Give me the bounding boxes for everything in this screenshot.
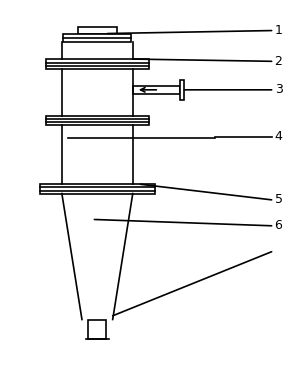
Text: 2: 2	[275, 55, 282, 68]
Bar	[46, 59, 149, 70]
Text: 4: 4	[275, 130, 282, 143]
Text: 6: 6	[275, 219, 282, 232]
Bar	[63, 33, 131, 42]
Bar	[180, 80, 185, 100]
Bar	[40, 184, 155, 194]
Text: 3: 3	[275, 83, 282, 96]
Bar	[88, 320, 106, 339]
Text: 1: 1	[275, 24, 282, 37]
Bar	[133, 86, 180, 94]
Bar	[46, 116, 149, 125]
Text: 5: 5	[275, 193, 283, 206]
Bar	[78, 27, 116, 33]
